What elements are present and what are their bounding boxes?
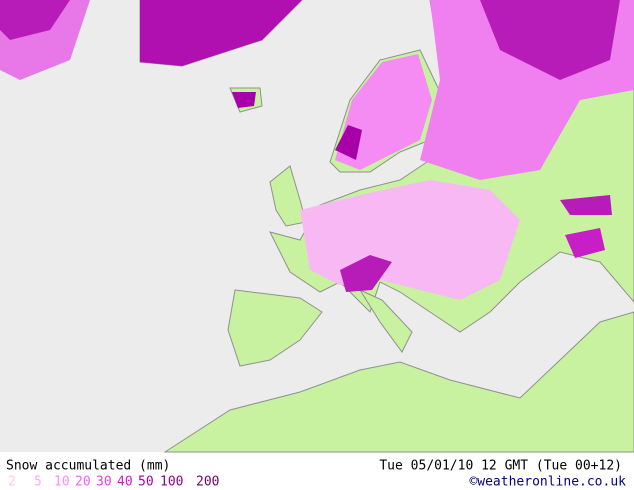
- credit: ©weatheronline.co.uk: [469, 475, 626, 490]
- legend-value: 5: [34, 475, 42, 490]
- snow-norway: [335, 125, 362, 160]
- legend-value: 20: [75, 475, 91, 490]
- snow-iceland: [232, 92, 256, 108]
- italy: [358, 288, 413, 353]
- snow-overlay: [0, 0, 634, 300]
- legend-value: 10: [54, 475, 70, 490]
- snow-caucasus-north: [560, 195, 612, 215]
- snow-greenland: [140, 0, 302, 66]
- snow-west-core: [0, 0, 70, 40]
- legend-value: 2: [8, 475, 16, 490]
- legend-value: 200: [196, 475, 219, 490]
- africa: [163, 311, 634, 453]
- legend-value: 100: [160, 475, 183, 490]
- snow-caucasus: [565, 228, 605, 258]
- legend-value: 40: [117, 475, 133, 490]
- snow-north-core: [480, 0, 620, 80]
- valid-time: Tue 05/01/10 12 GMT (Tue 00+12): [379, 459, 622, 474]
- iberia: [227, 289, 323, 367]
- legend-value: 30: [96, 475, 112, 490]
- snow-alps: [340, 255, 392, 292]
- map-title: Snow accumulated (mm): [6, 459, 170, 474]
- legend-value: 50: [138, 475, 154, 490]
- legend: 2 5 10 20 30 40 50 100 200: [8, 475, 219, 490]
